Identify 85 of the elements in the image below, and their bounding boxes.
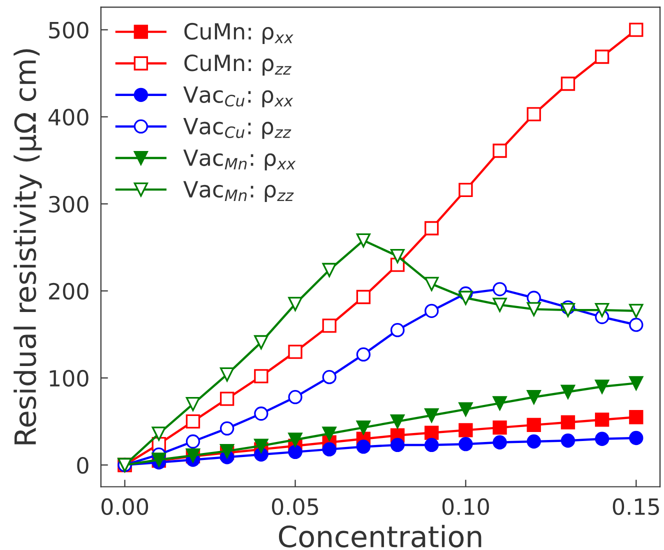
- point: [390, 438, 405, 452]
- point: [288, 390, 302, 404]
- point: [560, 384, 576, 399]
- point: [390, 249, 405, 264]
- legend-label: Vac$_{Cu}$: ρ$_{xx}$: [183, 86, 294, 108]
- point: [152, 426, 166, 441]
- point: [424, 221, 439, 236]
- point: [220, 421, 234, 436]
- point: [594, 302, 610, 318]
- point: [356, 290, 371, 304]
- point: [288, 296, 302, 312]
- point: [560, 76, 576, 91]
- x-tick-label: 0.05: [272, 498, 318, 516]
- point: [526, 434, 541, 449]
- point: [629, 318, 644, 332]
- x-tick-label: 0.15: [612, 498, 659, 516]
- y-axis-title: Residual resistivity (μΩ cm): [14, 49, 42, 444]
- point: [220, 392, 234, 406]
- point: [594, 412, 610, 427]
- point: [424, 276, 439, 292]
- point: [424, 426, 439, 440]
- point: [629, 376, 644, 390]
- y-tick-label: 0: [77, 456, 88, 474]
- point: [526, 418, 541, 432]
- point: [424, 438, 439, 452]
- point: [186, 396, 200, 412]
- x-tick-label: 0.00: [102, 498, 148, 516]
- y-tick-label: 300: [49, 196, 88, 213]
- y-tick-label: 400: [48, 108, 88, 126]
- point: [288, 344, 302, 359]
- point: [322, 318, 336, 333]
- point: [356, 347, 371, 362]
- legend-label: CuMn: ρ$_{zz}$: [184, 54, 292, 76]
- point: [322, 442, 336, 456]
- point: [424, 408, 439, 422]
- point: [492, 420, 507, 435]
- legend-label: Vac$_{Mn}$: ρ$_{zz}$: [183, 181, 294, 202]
- point: [492, 298, 507, 312]
- point: [322, 370, 336, 384]
- point: [629, 410, 644, 424]
- point: [254, 406, 268, 421]
- y-tick-label: 100: [50, 370, 88, 387]
- point: [458, 182, 473, 198]
- point: [458, 402, 473, 416]
- legend-label: Vac$_{Cu}$: ρ$_{zz}$: [183, 118, 292, 139]
- point: [458, 423, 473, 438]
- point: [629, 304, 644, 318]
- point: [526, 302, 541, 316]
- point: [390, 322, 405, 338]
- y-tick-label: 200: [49, 282, 88, 300]
- point: [492, 144, 507, 158]
- point: [458, 290, 473, 305]
- point: [594, 432, 610, 446]
- point: [594, 380, 610, 394]
- point: [254, 369, 268, 384]
- point: [356, 233, 371, 248]
- x-tick-label: 0.10: [442, 498, 489, 516]
- point: [424, 304, 439, 318]
- point: [560, 415, 576, 430]
- point: [560, 434, 576, 448]
- x-axis-title: Concentration: [278, 524, 482, 548]
- point: [526, 107, 541, 122]
- point: [186, 414, 200, 429]
- legend-label: CuMn: ρ$_{xx}$: [184, 22, 294, 44]
- point: [186, 434, 200, 449]
- point: [254, 438, 268, 453]
- point: [322, 262, 336, 278]
- point: [458, 437, 473, 452]
- point: [288, 444, 302, 460]
- point: [629, 22, 644, 37]
- point: [594, 50, 610, 64]
- point: [492, 435, 507, 450]
- point: [629, 430, 644, 446]
- point: [356, 440, 371, 454]
- point: [390, 414, 405, 429]
- legend-label: Vac$_{Mn}$: ρ$_{xx}$: [183, 150, 296, 170]
- point: [492, 396, 507, 410]
- point: [220, 367, 234, 382]
- point: [254, 335, 268, 350]
- point: [526, 390, 541, 404]
- point: [492, 282, 507, 296]
- point: [288, 432, 302, 447]
- point: [356, 420, 371, 435]
- y-tick-label: 500: [49, 22, 88, 39]
- point: [322, 426, 336, 441]
